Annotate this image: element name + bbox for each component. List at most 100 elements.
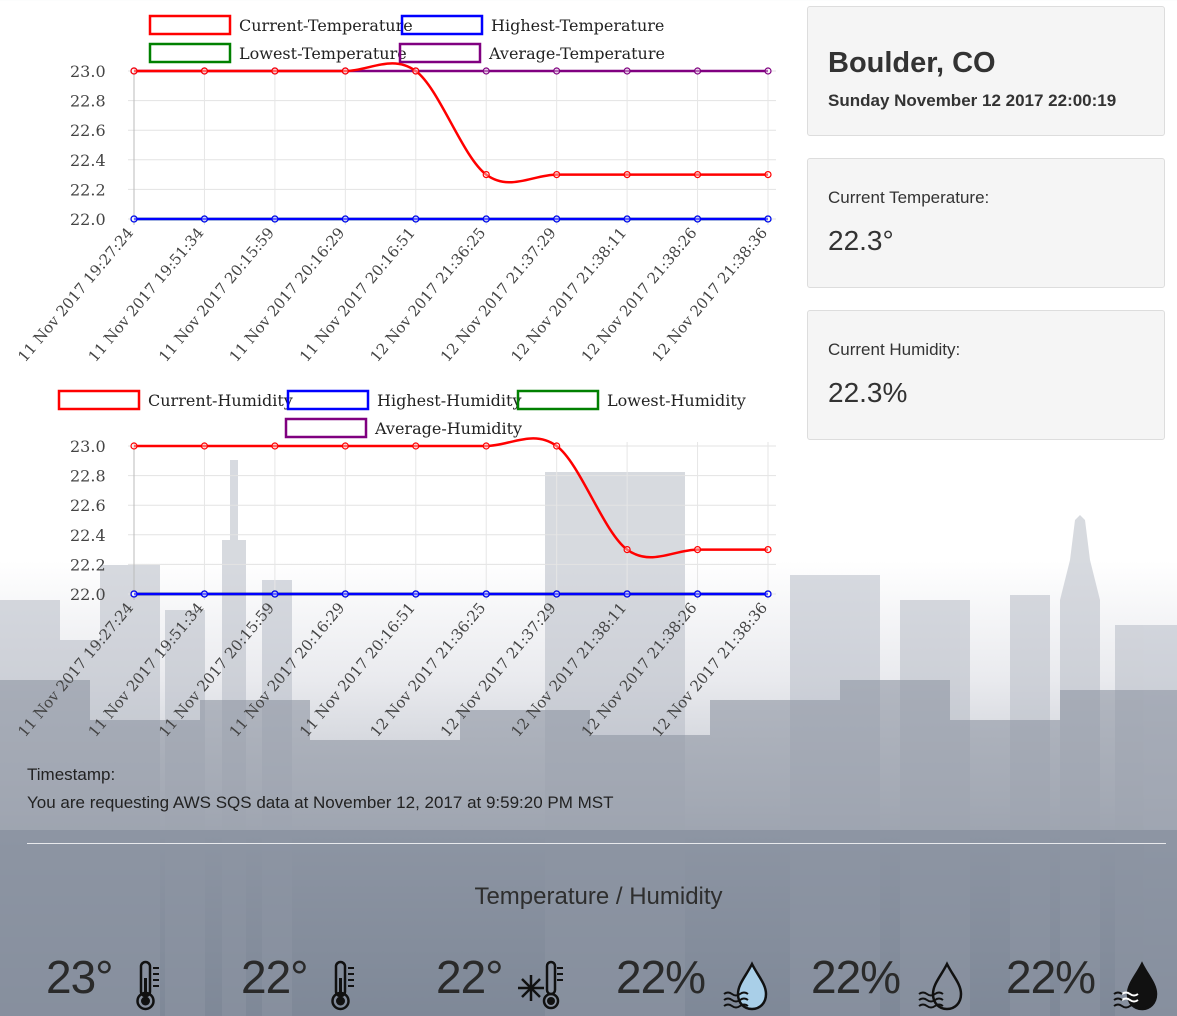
current-humidity-value: 22.3% <box>828 377 908 408</box>
data-point <box>553 171 561 179</box>
x-tick-label: 11 Nov 2017 19:27:24 <box>14 599 137 740</box>
data-point <box>553 442 561 450</box>
stat-lowest-humidity: 22% <box>1006 950 1171 1016</box>
chart-grid <box>128 442 776 600</box>
y-tick-label: 22.6 <box>70 121 106 140</box>
x-tick-label: 11 Nov 2017 20:16:51 <box>296 599 419 740</box>
data-point <box>412 442 420 450</box>
legend-label: Lowest-Humidity <box>607 391 746 410</box>
stat-value: 22% <box>811 951 901 1003</box>
x-tick-label: 11 Nov 2017 20:15:59 <box>155 599 278 740</box>
stat-value: 22% <box>616 951 706 1003</box>
data-point <box>693 590 702 598</box>
legend-swatch <box>148 42 232 64</box>
series-line <box>134 437 768 559</box>
data-point <box>764 67 772 75</box>
y-tick-label: 23.0 <box>70 437 106 456</box>
x-tick-label: 11 Nov 2017 19:27:24 <box>14 224 137 365</box>
data-point <box>623 67 631 75</box>
timestamp-label: Timestamp: <box>27 765 116 784</box>
x-tick-label: 12 Nov 2017 21:36:25 <box>366 224 489 365</box>
data-point <box>482 590 490 598</box>
stat-highest-humidity: 22% <box>811 950 971 1016</box>
timestamp-text: You are requesting AWS SQS data at Novem… <box>27 793 614 812</box>
data-point <box>623 215 631 223</box>
data-point <box>412 215 420 223</box>
y-tick-label: 22.2 <box>70 180 106 199</box>
y-tick-label: 23.0 <box>70 62 106 81</box>
stat-value: 22° <box>241 951 309 1003</box>
water-drop-filled-icon <box>1113 961 1158 1011</box>
y-tick-label: 22.6 <box>70 496 106 515</box>
legend-label: Lowest-Temperature <box>239 44 407 63</box>
x-tick-label: 12 Nov 2017 21:38:11 <box>507 599 630 740</box>
data-point <box>623 546 631 554</box>
data-point <box>412 590 420 598</box>
current-temperature-value: 22.3° <box>828 225 894 256</box>
legend-label: Highest-Humidity <box>377 391 522 410</box>
data-point <box>693 171 702 179</box>
stat-value: 22° <box>436 951 504 1003</box>
legend-swatch <box>400 14 484 36</box>
x-tick-label: 11 Nov 2017 20:15:59 <box>155 224 278 365</box>
stat-lowest-temperature: 22° <box>436 950 576 1016</box>
x-tick-label: 11 Nov 2017 19:51:34 <box>85 224 208 365</box>
y-tick-label: 22.2 <box>70 555 106 574</box>
data-point <box>341 590 349 598</box>
data-point <box>130 442 138 450</box>
data-point <box>553 590 561 598</box>
thermometer-icon <box>331 960 354 1011</box>
data-point <box>553 215 561 223</box>
y-tick-label: 22.4 <box>70 151 106 170</box>
humidity-chart: Current-Humidity Highest-Humidity Lowest-H… <box>14 389 776 740</box>
series-line <box>134 62 768 184</box>
data-point <box>482 171 490 179</box>
x-tick-label: 11 Nov 2017 20:16:51 <box>296 224 419 365</box>
x-tick-label: 12 Nov 2017 21:38:11 <box>507 224 630 365</box>
x-tick-label: 11 Nov 2017 20:16:29 <box>226 224 349 365</box>
y-tick-label: 22.0 <box>70 210 106 229</box>
data-point <box>553 67 561 75</box>
data-point <box>271 67 279 75</box>
water-drop-outline-icon <box>918 961 963 1011</box>
y-tick-label: 22.4 <box>70 526 106 545</box>
temperature-chart: Current-Temperature Highest-Temperature Lo… <box>14 14 776 365</box>
section-divider <box>27 843 1166 844</box>
y-tick-label: 22.0 <box>70 585 106 604</box>
data-point <box>693 546 702 554</box>
data-point <box>412 67 420 75</box>
x-tick-label: 12 Nov 2017 21:36:25 <box>366 599 489 740</box>
data-point <box>200 67 209 75</box>
data-point <box>341 215 349 223</box>
current-temperature-label: Current Temperature: <box>828 188 990 207</box>
data-point <box>623 171 631 179</box>
data-point <box>130 67 138 75</box>
legend-swatch <box>57 389 141 411</box>
legend-swatch <box>516 389 600 411</box>
data-point <box>271 442 279 450</box>
x-tick-label: 12 Nov 2017 21:37:29 <box>437 224 560 365</box>
data-point <box>764 171 772 179</box>
x-tick-label: 12 Nov 2017 21:38:36 <box>648 599 771 740</box>
current-humidity-panel: Current Humidity: 22.3% <box>807 310 1165 440</box>
data-point <box>130 590 138 598</box>
water-drop-light-icon <box>723 961 768 1011</box>
data-point <box>341 67 349 75</box>
y-tick-label: 22.8 <box>70 92 106 111</box>
data-point <box>200 590 209 598</box>
data-point <box>341 442 349 450</box>
data-point <box>693 67 702 75</box>
data-point <box>200 442 209 450</box>
data-point <box>693 215 702 223</box>
location-panel: Boulder, CO Sunday November 12 2017 22:0… <box>807 6 1165 136</box>
chart-grid <box>128 67 776 225</box>
x-tick-label: 12 Nov 2017 21:38:26 <box>578 224 701 365</box>
legend-label: Current-Humidity <box>148 391 293 410</box>
stat-highest-temperature: 23° <box>46 950 176 1016</box>
legend-label: Average-Humidity <box>374 419 522 438</box>
data-point <box>764 590 772 598</box>
data-point <box>482 67 490 75</box>
current-temperature-panel: Current Temperature: 22.3° <box>807 158 1165 288</box>
data-point <box>271 215 279 223</box>
city-name: Boulder, CO <box>828 47 996 79</box>
